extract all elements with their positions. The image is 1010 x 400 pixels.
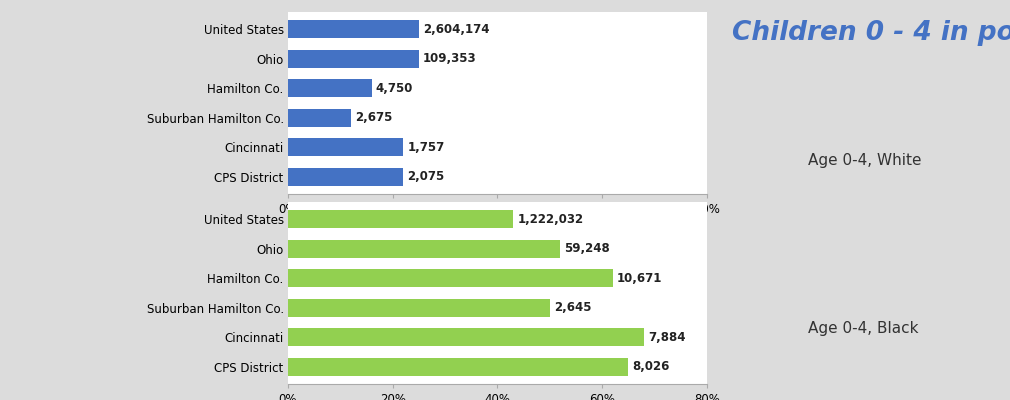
Bar — [288, 50, 419, 68]
Text: 109,353: 109,353 — [423, 52, 477, 65]
Text: 2,645: 2,645 — [554, 301, 592, 314]
Text: Age 0-4, Black: Age 0-4, Black — [808, 320, 918, 336]
Bar — [288, 328, 644, 346]
Text: 7,884: 7,884 — [648, 331, 686, 344]
Bar — [288, 269, 613, 287]
Text: 59,248: 59,248 — [565, 242, 610, 255]
Bar — [288, 20, 419, 38]
Text: 1,757: 1,757 — [407, 141, 444, 154]
Text: Children 0 - 4 in poverty: Children 0 - 4 in poverty — [732, 20, 1010, 46]
Text: 8,026: 8,026 — [632, 360, 670, 373]
Text: 4,750: 4,750 — [376, 82, 413, 95]
Text: 2,675: 2,675 — [355, 111, 392, 124]
Bar — [288, 79, 372, 97]
Bar — [288, 358, 628, 376]
Bar — [288, 240, 561, 258]
Bar — [288, 210, 513, 228]
Text: 2,604,174: 2,604,174 — [423, 23, 490, 36]
Text: 10,671: 10,671 — [617, 272, 663, 285]
Bar — [288, 109, 350, 127]
Bar — [288, 299, 549, 317]
Bar — [288, 138, 403, 156]
Bar — [288, 168, 403, 186]
Text: Age 0-4, White: Age 0-4, White — [808, 152, 921, 168]
Text: 1,222,032: 1,222,032 — [517, 213, 584, 226]
Text: 2,075: 2,075 — [407, 170, 444, 183]
